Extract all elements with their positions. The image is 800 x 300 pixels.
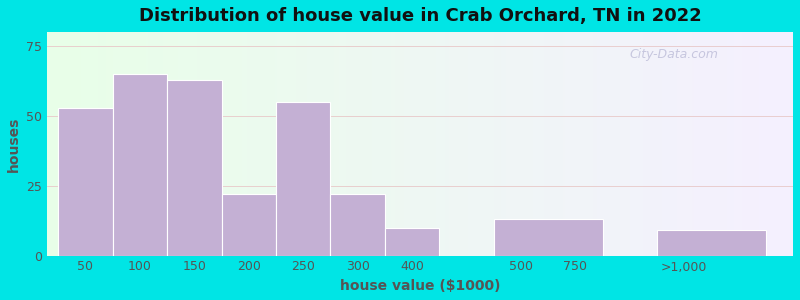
Bar (657, 230, 766, 256)
Y-axis label: houses: houses (7, 116, 21, 172)
Bar (222, 194, 276, 256)
Bar (494, 219, 602, 256)
Title: Distribution of house value in Crab Orchard, TN in 2022: Distribution of house value in Crab Orch… (139, 7, 702, 25)
Bar (330, 194, 385, 256)
Bar (113, 74, 167, 256)
X-axis label: house value ($1000): house value ($1000) (340, 279, 501, 293)
Text: City-Data.com: City-Data.com (629, 48, 718, 61)
Bar (276, 102, 330, 256)
Bar (58, 107, 113, 256)
Bar (385, 228, 439, 256)
Bar (167, 80, 222, 256)
